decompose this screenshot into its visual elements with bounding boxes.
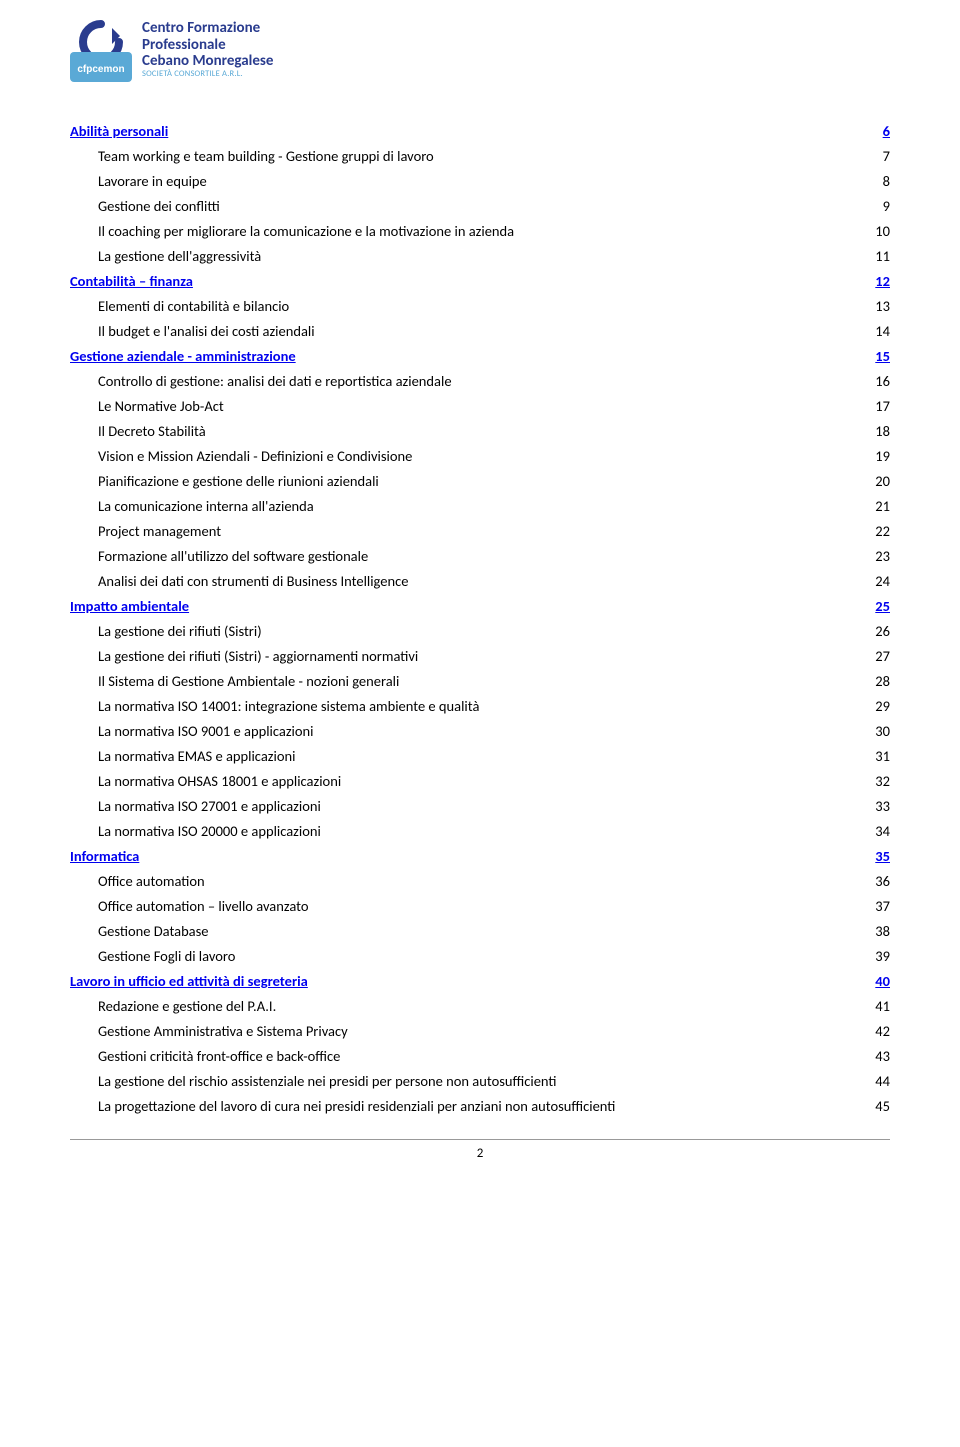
toc-page: 18	[850, 422, 890, 440]
toc-item: Pianificazione e gestione delle riunioni…	[70, 472, 850, 490]
logo-line3: Cebano Monregalese	[142, 53, 273, 70]
toc-section-link[interactable]: Lavoro in ufficio ed attività di segrete…	[70, 972, 850, 990]
toc-section-link[interactable]: Impatto ambientale	[70, 597, 850, 615]
toc-item: Le Normative Job-Act	[70, 397, 850, 415]
toc-item: La normativa ISO 27001 e applicazioni	[70, 797, 850, 815]
toc-item: Elementi di contabilità e bilancio	[70, 297, 850, 315]
toc-page: 38	[850, 922, 890, 940]
toc-page: 42	[850, 1022, 890, 1040]
toc-section-page-link[interactable]: 15	[850, 347, 890, 365]
toc-item: La normativa EMAS e applicazioni	[70, 747, 850, 765]
toc-section-page-link[interactable]: 12	[850, 272, 890, 290]
toc-page: 37	[850, 897, 890, 915]
toc-section-page-link[interactable]: 6	[850, 122, 890, 140]
toc-page: 10	[850, 222, 890, 240]
toc-item: La gestione dei rifiuti (Sistri)	[70, 622, 850, 640]
toc-section-link[interactable]: Informatica	[70, 847, 850, 865]
toc-page: 21	[850, 497, 890, 515]
toc-item: La normativa ISO 9001 e applicazioni	[70, 722, 850, 740]
toc-page: 32	[850, 772, 890, 790]
toc-page: 13	[850, 297, 890, 315]
toc-item: La normativa OHSAS 18001 e applicazioni	[70, 772, 850, 790]
logo-badge-text: cfpcemon	[77, 64, 124, 75]
toc-page: 7	[850, 147, 890, 165]
toc-page: 33	[850, 797, 890, 815]
toc-item: Analisi dei dati con strumenti di Busine…	[70, 572, 850, 590]
toc-item: Gestione Database	[70, 922, 850, 940]
toc-item: La gestione dell'aggressività	[70, 247, 850, 265]
toc-item: Gestione dei conflitti	[70, 197, 850, 215]
toc-section-page-link[interactable]: 40	[850, 972, 890, 990]
toc-page: 41	[850, 997, 890, 1015]
toc-page: 20	[850, 472, 890, 490]
toc-item: Gestione Fogli di lavoro	[70, 947, 850, 965]
toc-item: Office automation	[70, 872, 850, 890]
toc-page: 17	[850, 397, 890, 415]
toc-item: Office automation – livello avanzato	[70, 897, 850, 915]
toc-item: Il Sistema di Gestione Ambientale - nozi…	[70, 672, 850, 690]
toc-item: La normativa ISO 20000 e applicazioni	[70, 822, 850, 840]
toc-page: 23	[850, 547, 890, 565]
toc-section-page-link[interactable]: 35	[850, 847, 890, 865]
toc-page: 9	[850, 197, 890, 215]
toc-section-page-link[interactable]: 25	[850, 597, 890, 615]
toc-page: 39	[850, 947, 890, 965]
toc-page: 8	[850, 172, 890, 190]
toc-page: 44	[850, 1072, 890, 1090]
toc-item: Gestioni criticità front-office e back-o…	[70, 1047, 850, 1065]
toc-item: La progettazione del lavoro di cura nei …	[70, 1097, 850, 1115]
toc-item: Redazione e gestione del P.A.I.	[70, 997, 850, 1015]
table-of-contents: Abilità personali6Team working e team bu…	[70, 122, 890, 1115]
toc-item: Il coaching per migliorare la comunicazi…	[70, 222, 850, 240]
toc-page: 43	[850, 1047, 890, 1065]
toc-item: Gestione Amministrativa e Sistema Privac…	[70, 1022, 850, 1040]
toc-page: 19	[850, 447, 890, 465]
toc-item: La gestione del rischio assistenziale ne…	[70, 1072, 850, 1090]
logo-line1: Centro Formazione	[142, 20, 273, 37]
toc-item: Formazione all'utilizzo del software ges…	[70, 547, 850, 565]
toc-item: La gestione dei rifiuti (Sistri) - aggio…	[70, 647, 850, 665]
toc-section-link[interactable]: Gestione aziendale - amministrazione	[70, 347, 850, 365]
toc-page: 26	[850, 622, 890, 640]
logo-line2: Professionale	[142, 37, 273, 54]
toc-section-link[interactable]: Abilità personali	[70, 122, 850, 140]
toc-item: Vision e Mission Aziendali - Definizioni…	[70, 447, 850, 465]
toc-page: 28	[850, 672, 890, 690]
logo-subtitle: SOCIETÀ CONSORTILE A.R.L.	[142, 70, 273, 79]
toc-page: 27	[850, 647, 890, 665]
toc-page: 31	[850, 747, 890, 765]
toc-page: 30	[850, 722, 890, 740]
toc-page: 45	[850, 1097, 890, 1115]
logo-area: cfpcemon Centro Formazione Professionale…	[70, 20, 890, 82]
page-number: 2	[477, 1146, 484, 1161]
logo-icon: cfpcemon	[70, 20, 132, 82]
toc-page: 11	[850, 247, 890, 265]
toc-item: Il Decreto Stabilità	[70, 422, 850, 440]
toc-page: 29	[850, 697, 890, 715]
toc-item: La normativa ISO 14001: integrazione sis…	[70, 697, 850, 715]
toc-page: 14	[850, 322, 890, 340]
toc-section-link[interactable]: Contabilità – finanza	[70, 272, 850, 290]
toc-item: Controllo di gestione: analisi dei dati …	[70, 372, 850, 390]
toc-item: Il budget e l'analisi dei costi aziendal…	[70, 322, 850, 340]
toc-page: 34	[850, 822, 890, 840]
toc-page: 24	[850, 572, 890, 590]
page-footer: 2	[70, 1139, 890, 1161]
toc-item: Team working e team building - Gestione …	[70, 147, 850, 165]
document-page: cfpcemon Centro Formazione Professionale…	[0, 0, 960, 1191]
logo-text: Centro Formazione Professionale Cebano M…	[142, 20, 273, 79]
toc-item: La comunicazione interna all'azienda	[70, 497, 850, 515]
toc-item: Project management	[70, 522, 850, 540]
toc-page: 36	[850, 872, 890, 890]
toc-item: Lavorare in equipe	[70, 172, 850, 190]
toc-page: 22	[850, 522, 890, 540]
toc-page: 16	[850, 372, 890, 390]
